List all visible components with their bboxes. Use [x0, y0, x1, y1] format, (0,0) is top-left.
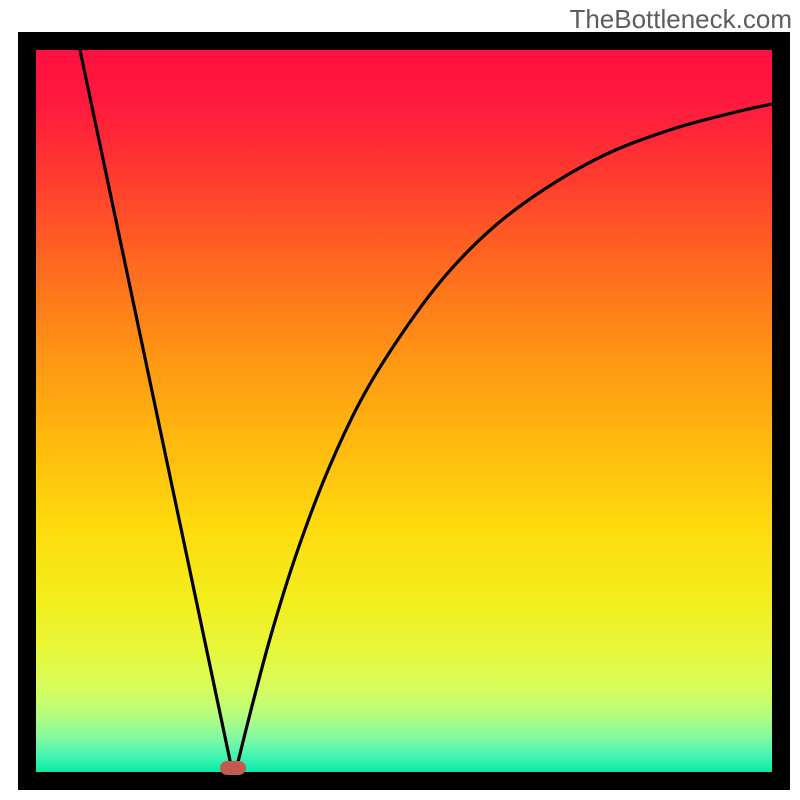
chart-stage: TheBottleneck.com [0, 0, 800, 800]
bottleneck-curve [0, 0, 800, 800]
curve-minimum-marker [220, 761, 246, 775]
